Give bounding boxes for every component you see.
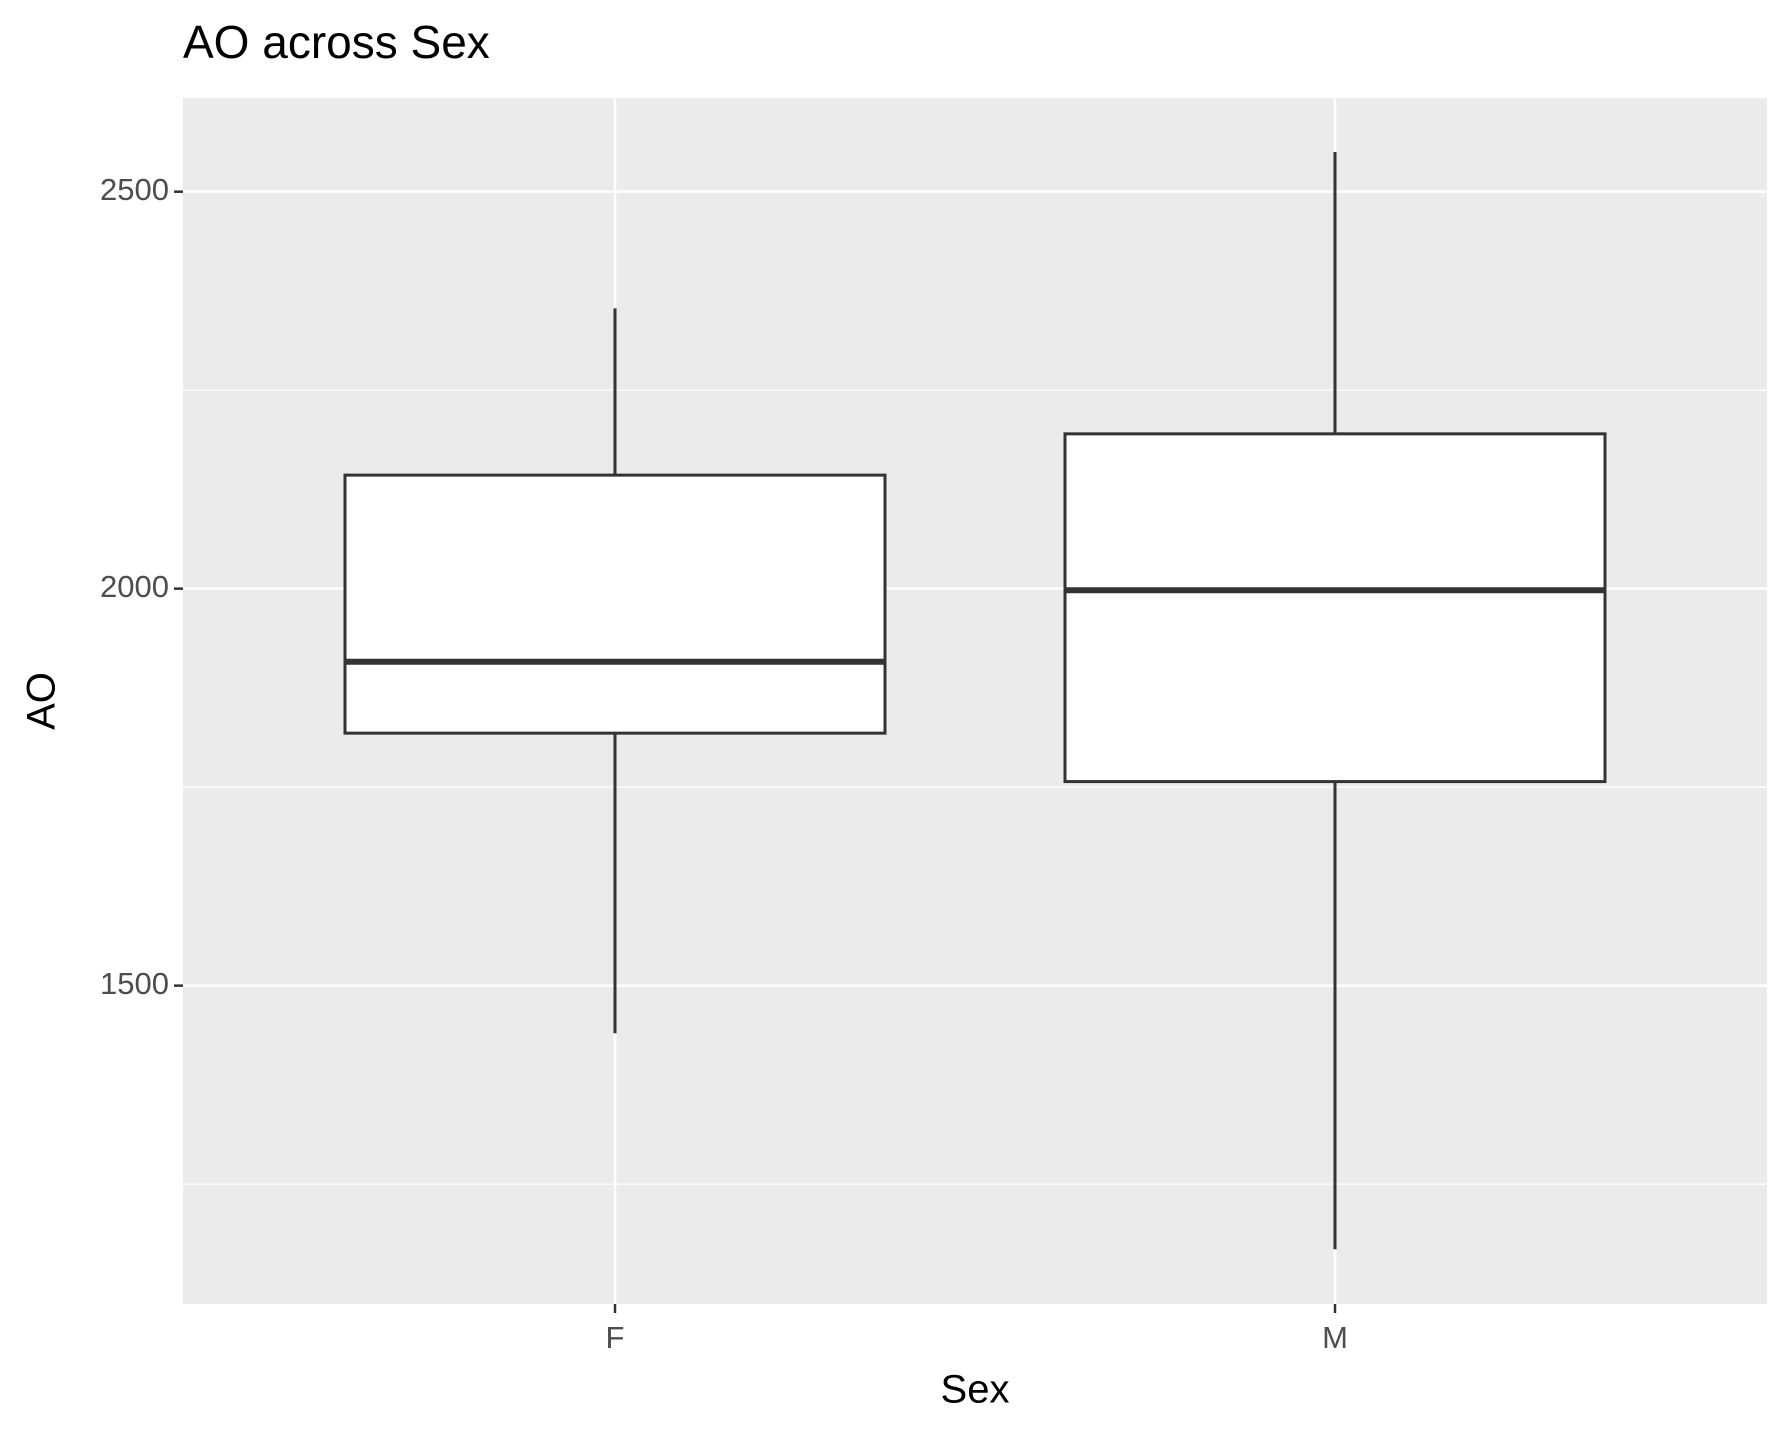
y-tick-label: 1500 [100, 966, 169, 1001]
y-axis-title: AO [20, 672, 64, 730]
x-axis-title: Sex [941, 1368, 1010, 1412]
y-tick-label: 2000 [100, 569, 169, 604]
box [1063, 432, 1607, 784]
y-tick-label: 2500 [100, 172, 169, 207]
chart-title: AO across Sex [183, 16, 490, 68]
x-tick-label: M [1322, 1320, 1348, 1355]
box [343, 473, 887, 735]
x-tick-label: F [606, 1320, 625, 1355]
